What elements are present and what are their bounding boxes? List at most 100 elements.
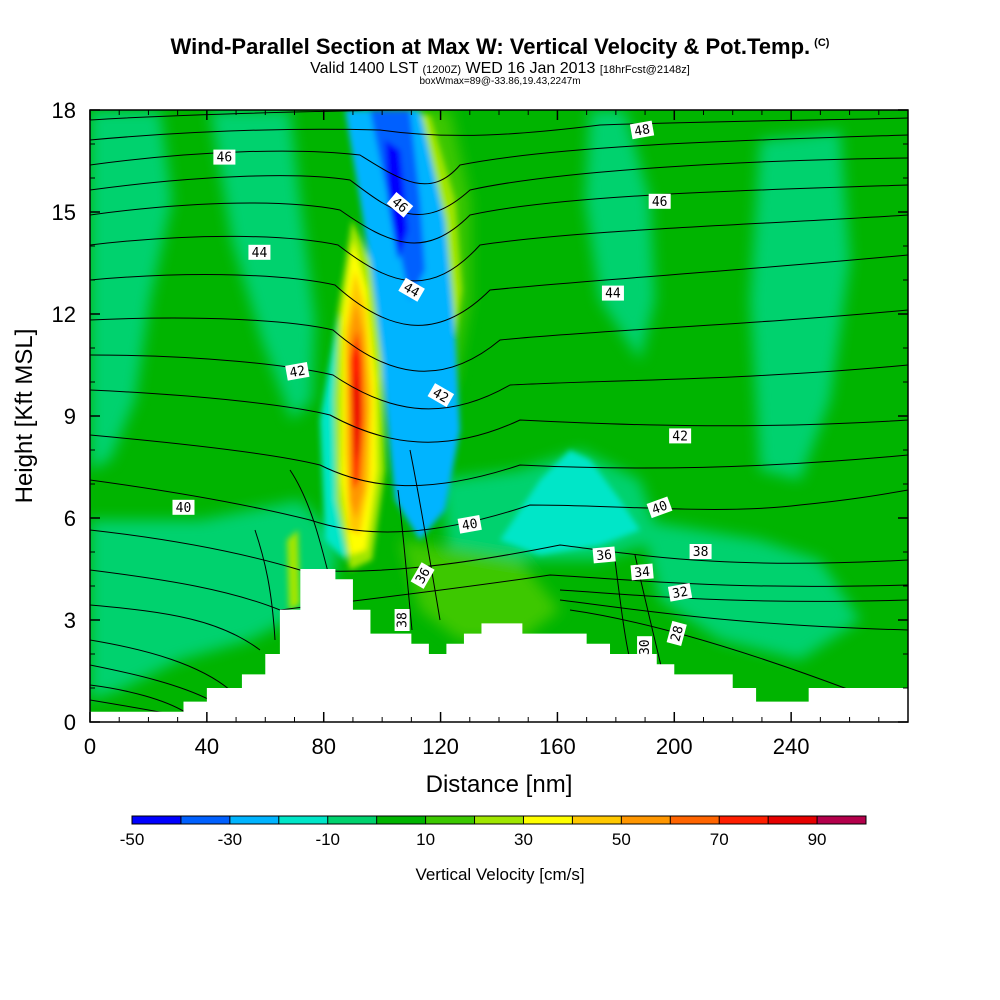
subtitle-date: WED 16 Jan 2013: [465, 60, 596, 77]
contour-label-value: 44: [401, 280, 422, 301]
y-tick-label: 9: [64, 404, 76, 429]
contour-label: 40: [646, 496, 673, 519]
contour-label: 44: [398, 277, 425, 302]
contour-label-box: [689, 544, 712, 559]
contour-label-box: [248, 244, 271, 260]
subtitle-forecast: [18hrFcst@2148z]: [599, 64, 690, 76]
isentrope-line: [90, 389, 908, 443]
colorbar: -50 -30 -10 10 30 50 70 90: [120, 815, 867, 849]
contour-label-box: [410, 562, 435, 589]
isentrope-line: [90, 664, 211, 701]
contour-label-value: 48: [633, 122, 651, 139]
contour-label-box: [172, 499, 195, 515]
isentrope-line: [289, 469, 331, 581]
isentrope-line: [90, 184, 908, 244]
x-tick-label: 240: [773, 734, 810, 759]
colorbar-tick-label: -10: [315, 830, 340, 849]
copyright-mark: (C): [814, 36, 830, 49]
colorbar-swatch: [768, 816, 818, 824]
contour-label-box: [285, 362, 310, 381]
isentrope-line: [90, 214, 908, 282]
x-tick-label: 80: [311, 734, 335, 759]
contour-label: 28: [666, 620, 687, 647]
y-tick-label: 0: [64, 710, 76, 735]
contour-label: 40: [457, 515, 482, 534]
isentrope-line: [90, 157, 908, 216]
isentrope-line: [90, 117, 908, 141]
isentrope-line: [254, 529, 276, 641]
contour-label: 34: [630, 563, 654, 581]
colorbar-swatch: [425, 816, 476, 824]
potential-temperature-isentropes: [90, 110, 908, 715]
x-tick-label: 200: [656, 734, 693, 759]
isentrope-line: [90, 639, 231, 691]
colorbar-tick-label: 70: [710, 830, 729, 849]
contour-label-value: 32: [671, 585, 689, 602]
contour-label: 36: [592, 546, 616, 564]
field-region-left-descent: [90, 110, 172, 470]
contour-label-value: 42: [672, 429, 688, 444]
contour-label-box: [629, 120, 655, 140]
contour-label: 48: [629, 120, 655, 140]
colorbar-swatch: [229, 816, 280, 824]
isentrope-line: [559, 599, 908, 631]
contour-label-box: [457, 515, 482, 534]
contour-label-box: [394, 609, 410, 631]
isentrope-line: [90, 354, 908, 410]
contour-label-value: 40: [176, 501, 192, 516]
colorbar-swatch: [376, 816, 427, 824]
colorbar-tick-label: 10: [416, 830, 435, 849]
chart-title: Wind-Parallel Section at Max W: Vertical…: [0, 34, 1000, 60]
contour-label-value: 28: [668, 624, 687, 643]
contour-label-value: 34: [634, 565, 651, 581]
isentrope-line: [90, 569, 908, 611]
subtitle-valid: Valid 1400 LST: [310, 60, 419, 77]
contour-label-box: [646, 496, 673, 519]
field-region-right: [750, 130, 850, 480]
contour-label-value: 42: [288, 364, 306, 381]
colorbar-swatch: [523, 816, 573, 824]
contour-label: 38: [394, 609, 411, 631]
contour-label: 40: [172, 499, 195, 516]
chart-subtitle: Valid 1400 LST (1200Z) WED 16 Jan 2013 […: [0, 60, 1000, 78]
isentrope-line: [90, 589, 908, 651]
isentrope-line: [90, 684, 186, 713]
contour-label-value: 30: [638, 639, 653, 655]
chart-title-text: Wind-Parallel Section at Max W: Vertical…: [170, 34, 811, 59]
contour-label: 30: [637, 636, 653, 659]
colorbar-swatch: [132, 816, 182, 824]
isentrope-line: [90, 254, 908, 326]
x-axis: 0 40 80 120 160 200 240: [84, 110, 880, 759]
contour-label-value: 46: [652, 195, 668, 210]
colorbar-tick-label: -30: [218, 830, 243, 849]
contour-label: 32: [667, 583, 693, 602]
subtitle-utc: (1200Z): [422, 64, 462, 76]
isentrope-line: [90, 309, 908, 372]
y-tick-label: 6: [64, 506, 76, 531]
field-region-updraft-small: [287, 530, 300, 610]
contour-label-box: [213, 149, 236, 165]
isentrope-line: [90, 110, 908, 121]
contour-label: 36: [410, 562, 435, 589]
contour-label: 42: [669, 428, 692, 444]
y-tick-label: 15: [52, 200, 76, 225]
colorbar-swatch: [474, 816, 524, 824]
colorbar-swatch: [670, 816, 720, 824]
contour-label-value: 40: [461, 517, 479, 534]
colorbar-tick-label: 30: [514, 830, 533, 849]
y-tick-label: 18: [52, 98, 76, 123]
y-axis-title: Height [Kft MSL]: [11, 329, 38, 504]
field-region-low-left: [90, 500, 340, 700]
contour-label-box: [427, 383, 455, 408]
contour-label-value: 44: [605, 287, 621, 302]
contour-label-value: 38: [396, 612, 411, 628]
terrain: [90, 569, 908, 722]
x-axis-title: Distance [nm]: [426, 771, 573, 798]
updraft-peak: [353, 370, 360, 460]
contour-label-box: [592, 546, 616, 564]
contour-label-value: 46: [217, 151, 233, 166]
